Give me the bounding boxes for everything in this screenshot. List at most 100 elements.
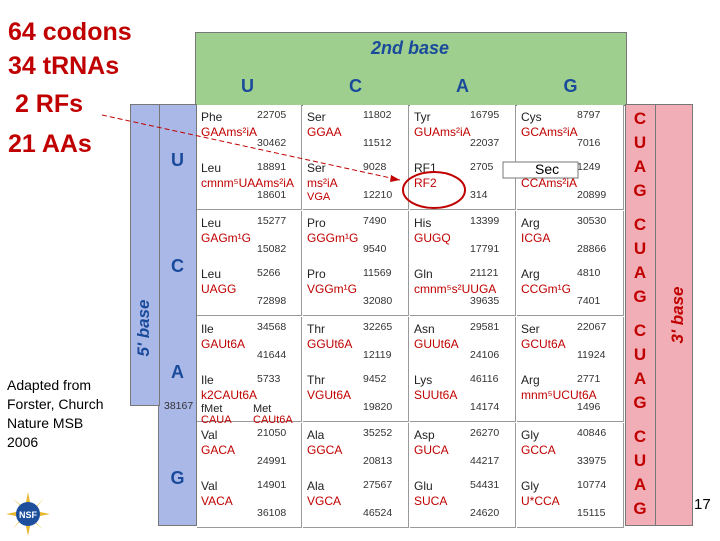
- third-base-letter: A: [633, 263, 647, 282]
- credit-line: Adapted from: [7, 377, 92, 393]
- amino-acid-label: Leu: [201, 216, 222, 230]
- trna-count: 4810: [577, 267, 601, 279]
- second-base-c: C: [349, 76, 362, 96]
- codon-cell-au: Ile GAUt6A Ile k2CAUt6A CAUA fMet CAUt6A Met 345…: [197, 317, 302, 426]
- trna-count: 9540: [363, 243, 387, 255]
- anticodon-label: SUUt6A: [414, 388, 458, 402]
- third-base-letter: G: [633, 393, 647, 412]
- trna-count: 12119: [363, 349, 392, 361]
- trna-count: 22705: [257, 109, 287, 121]
- sec-label: Sec: [535, 161, 560, 177]
- trna-count: 46116: [470, 373, 499, 385]
- anticodon-label: GUCA: [414, 443, 449, 457]
- credit-line: Nature MSB: [7, 415, 84, 431]
- trna-count: 1496: [577, 401, 601, 413]
- trna-count: 46524: [363, 507, 393, 519]
- amino-acid-label: RF1: [414, 161, 437, 175]
- third-base-letter: A: [633, 475, 647, 494]
- trna-count: 14901: [257, 479, 287, 491]
- trna-count: 34568: [257, 321, 287, 333]
- credit-line: 2006: [7, 434, 39, 450]
- anticodon-label: GCAms²iA: [521, 125, 578, 139]
- trna-count: 72898: [257, 295, 287, 307]
- second-base-u: U: [241, 76, 254, 96]
- codon-cell-cc: Pro GGGm¹G Pro VGGm¹G 7490 9540 11569 32080: [303, 211, 409, 316]
- amino-acid-label: Tyr: [414, 110, 431, 124]
- trna-count: 7401: [577, 295, 601, 307]
- amino-acid-label: Leu: [201, 161, 222, 175]
- amino-acid-label: Met: [253, 403, 272, 415]
- trna-count: 22037: [470, 137, 500, 149]
- second-base-g: G: [563, 76, 578, 96]
- second-base-title: 2nd base: [370, 38, 450, 58]
- third-base-title: 3' base: [668, 286, 687, 344]
- amino-acid-label: Phe: [201, 110, 223, 124]
- trna-count: 2705: [470, 161, 494, 173]
- trna-count: 1249: [577, 161, 601, 173]
- trna-count: 314: [470, 189, 488, 201]
- trna-count: 13399: [470, 215, 500, 227]
- anticodon-label: GAUt6A: [201, 337, 246, 351]
- codon-cell-ga: Asp GUCA Glu SUCA 26270 44217 54431 24620: [410, 423, 516, 528]
- second-base-a: A: [456, 76, 469, 96]
- trna-count: 20813: [363, 455, 393, 467]
- anticodon-label: GGUt6A: [307, 337, 353, 351]
- anticodon-label: mnm⁵UCUt6A: [521, 388, 597, 402]
- anticodon-label: VACA: [201, 494, 233, 508]
- amino-acid-label: Ser: [307, 110, 326, 124]
- amino-acid-label: Thr: [307, 322, 325, 336]
- codon-cell-gg: Gly GCCA Gly U*CCA 40846 33975 10774 15115: [517, 423, 624, 528]
- trna-count: 36108: [257, 507, 287, 519]
- amino-acid-label: Ile: [201, 373, 214, 387]
- trna-count: 17791: [470, 243, 500, 255]
- anticodon-label: cmnm⁵UAAms²iA: [201, 176, 294, 190]
- anticodon-label: GUAms²iA: [414, 125, 471, 139]
- third-base-letter: U: [633, 239, 647, 258]
- codon-cell-aa: Asn GUUt6A Lys SUUt6A 29581 24106 46116 14174: [410, 317, 516, 422]
- trna-count: 22067: [577, 321, 607, 333]
- third-base-letter: U: [633, 451, 647, 470]
- trna-count: 5266: [257, 267, 281, 279]
- anticodon-label: VGUt6A: [307, 388, 352, 402]
- third-base-strip: [655, 104, 693, 526]
- third-base-letter: A: [633, 369, 647, 388]
- amino-acid-label: His: [414, 216, 432, 230]
- amino-acid-label: Asp: [414, 428, 435, 442]
- trna-count: 11512: [363, 137, 392, 149]
- trna-count: 32080: [363, 295, 393, 307]
- anticodon-label: UAGG: [201, 282, 237, 296]
- codon-cell-ug: Cys GCAms²iA Trp CCAms²iA 8797 7016 1249 20899: [517, 105, 624, 210]
- trna-count: 9028: [363, 161, 387, 173]
- amino-acid-label: Ala: [307, 479, 325, 493]
- trna-count: 21050: [257, 427, 287, 439]
- amino-acid-label: Gly: [521, 479, 539, 493]
- codon-cell-ag: Ser GCUt6A Arg mnm⁵UCUt6A 22067 11924 2771 1496: [517, 317, 624, 422]
- anticodon-label: cmnm⁵s²UUGA: [414, 282, 497, 296]
- codon-cell-cg: Arg ICGA Arg CCGm¹G 30530 28866 4810 7401: [517, 211, 624, 316]
- third-base-letter: U: [633, 345, 647, 364]
- trna-count: 7490: [363, 215, 387, 227]
- codon-cell-ac: Thr GGUt6A Thr VGUt6A 32265 12119 9452 19820: [303, 317, 409, 422]
- anticodon-label: k2CAUt6A: [201, 388, 258, 402]
- trna-count: 15277: [257, 215, 287, 227]
- third-base-letter: C: [633, 109, 647, 128]
- anticodon-label: GCCA: [521, 443, 556, 457]
- anticodon-label: VGGm¹G: [307, 282, 357, 296]
- first-base-g: G: [170, 468, 185, 488]
- codon-cell-uc: Ser GGAA Ser ms²iA VGA 11802 11512 9028 12210: [303, 105, 409, 210]
- third-base-letter: G: [633, 287, 647, 306]
- trna-count: 10774: [577, 479, 607, 491]
- trna-count: 11924: [577, 349, 606, 361]
- stat-rfs: 2 RFs: [8, 90, 84, 118]
- third-base-letter: A: [633, 157, 647, 176]
- codon-cell-cu: Leu GAGm¹G Leu UAGG 15277 15082 5266 72898: [197, 211, 302, 316]
- trna-count: 16795: [470, 109, 500, 121]
- amino-acid-label: Pro: [307, 216, 326, 230]
- first-base-c: C: [171, 256, 184, 276]
- codon-cell-uu: Phe GAAms²iA Leu cmnm⁵UAAms²iA 22705 30462 188…: [197, 105, 302, 210]
- third-base-letter: G: [633, 181, 647, 200]
- anticodon-label: ms²iA: [307, 176, 338, 190]
- first-base-u: U: [171, 150, 184, 170]
- anticodon-label: ICGA: [521, 231, 551, 245]
- credit-line: Forster, Church: [7, 396, 104, 412]
